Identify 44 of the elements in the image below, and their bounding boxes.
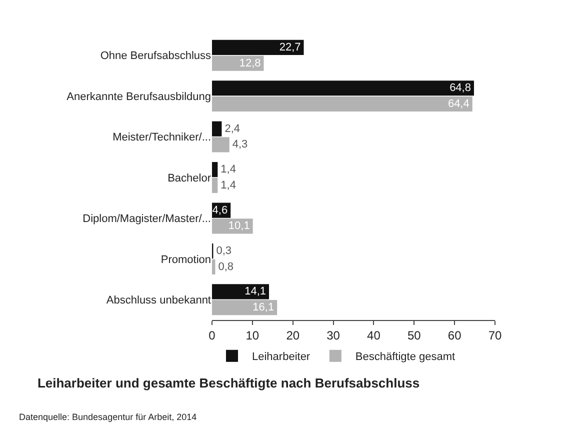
bar — [212, 137, 230, 152]
data-label: 0,8 — [218, 260, 234, 273]
bar — [212, 284, 269, 300]
bar — [212, 40, 304, 55]
data-label: 14,1 — [244, 286, 266, 298]
bar — [212, 121, 222, 136]
data-label: 1,4 — [220, 164, 236, 176]
y-tick-label: Anerkannte Berufsausbildung — [66, 90, 211, 103]
x-tick-label: 60 — [448, 328, 462, 342]
data-label: 64,4 — [448, 98, 470, 110]
bar — [212, 56, 264, 71]
y-tick-label: Promotion — [160, 254, 211, 266]
text: Leiharbeiter und gesamte Beschäftigte nach Berufsabschluss — [37, 375, 420, 390]
bar — [212, 162, 218, 178]
y-tick-label: Meister/Techniker/... — [112, 132, 211, 144]
bar — [212, 80, 474, 96]
data-label: 22,7 — [279, 41, 301, 54]
data-label: 12,8 — [239, 57, 261, 70]
bar — [212, 259, 216, 274]
y-tick-label: Diplom/Magister/Master/... — [82, 213, 211, 226]
data-label: 0,3 — [216, 244, 232, 257]
x-tick-label: 0 — [208, 328, 216, 342]
y-tick-label: Bachelor — [168, 172, 212, 184]
x-tick-label: 70 — [488, 328, 502, 342]
x-tick-label: 20 — [286, 328, 300, 342]
data-label: 4,3 — [232, 138, 248, 151]
bar — [212, 300, 278, 316]
y-tick-label: Ohne Berufsabschluss — [100, 50, 212, 62]
data-label: 16,1 — [252, 302, 274, 314]
y-tick-label: Abschluss unbekannt — [106, 294, 211, 306]
data-label: 1,4 — [220, 179, 236, 192]
x-tick-label: 30 — [326, 328, 340, 342]
data-label: 10,1 — [228, 220, 250, 232]
x-tick-label: 40 — [367, 328, 381, 342]
data-label: 2,4 — [224, 122, 240, 135]
data-label: 64,8 — [450, 82, 471, 94]
bar — [212, 178, 218, 193]
text: Datenquelle: Bundesagentur für Arbeit, 2014 — [19, 412, 197, 422]
x-tick-label: 10 — [246, 328, 260, 342]
legend-label: Leiharbeiter — [252, 351, 310, 364]
x-tick-label: 50 — [407, 328, 422, 342]
bar — [212, 96, 472, 112]
legend-label: Beschäftigte gesamt — [355, 351, 456, 364]
data-label: 4,6 — [212, 204, 228, 216]
